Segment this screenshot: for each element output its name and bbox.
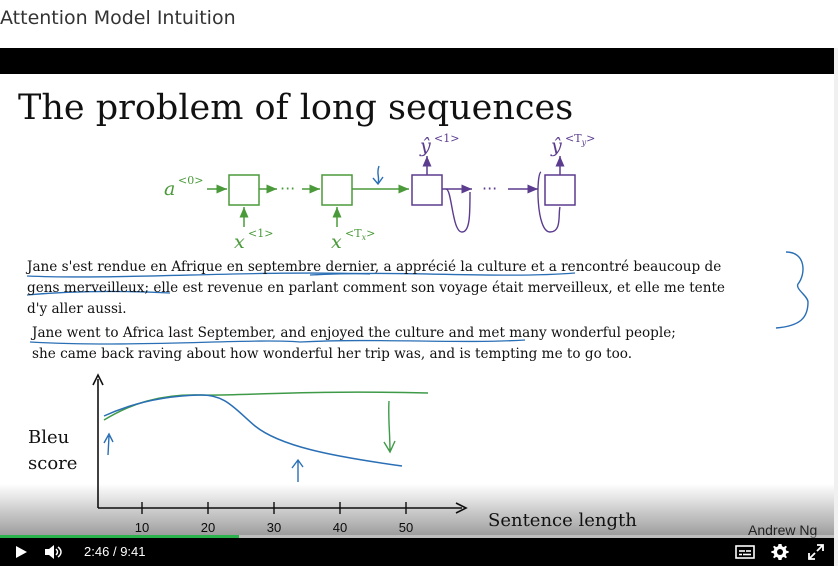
volume-button[interactable] xyxy=(40,538,66,566)
fullscreen-button[interactable] xyxy=(802,538,830,566)
x1-label: x xyxy=(234,231,245,253)
y1-label: ŷ xyxy=(419,135,431,157)
xT-sup-open: <T xyxy=(345,227,362,240)
ink-bracket xyxy=(775,251,809,329)
encoder-cell-2 xyxy=(321,174,353,206)
decoder-cell-1 xyxy=(411,174,443,206)
encoder-ellipsis: ··· xyxy=(280,179,295,198)
yT-sup-sub: y xyxy=(581,138,587,147)
chart-y-label-line2: score xyxy=(28,453,78,474)
settings-icon xyxy=(771,544,789,560)
french-paragraph: Jane s'est rendue en Afrique en septembr… xyxy=(27,257,807,320)
chart-tick: 40 xyxy=(325,520,355,535)
chart-y-label: Bleu score xyxy=(28,425,77,477)
blue-up-arrow-left xyxy=(103,432,114,456)
progress-bar[interactable] xyxy=(0,535,834,538)
green-down-arrow xyxy=(383,400,396,454)
blue-rnn-curve xyxy=(103,394,403,467)
header: Attention Model Intuition xyxy=(0,0,838,48)
svg-text:<Ty>: <Ty> xyxy=(565,132,595,147)
page-title: Attention Model Intuition xyxy=(0,7,236,29)
play-button[interactable] xyxy=(8,538,34,566)
blue-up-arrow-mid xyxy=(291,458,304,482)
x1-sup: <1> xyxy=(248,227,273,240)
yT-sup-close: > xyxy=(586,132,595,145)
decoder-cell-2 xyxy=(544,174,576,206)
encoder-cell-1 xyxy=(228,174,260,206)
ink-underline-fr-3 xyxy=(26,290,171,296)
a0-label: a xyxy=(164,178,175,200)
y1-sup: <1> xyxy=(434,132,459,145)
yT-sup-open: <T xyxy=(565,132,582,145)
a0-sup: <0> xyxy=(178,174,203,187)
current-time: 2:46 xyxy=(84,544,110,559)
french-line: Jane s'est rendue en Afrique en septembr… xyxy=(27,259,722,275)
video-letterbox xyxy=(0,48,834,74)
chart-y-label-line1: Bleu xyxy=(28,427,70,448)
chart-tick: 20 xyxy=(193,520,223,535)
time-display: 2:46 / 9:41 xyxy=(84,538,146,566)
ink-arrow-down xyxy=(372,165,384,186)
settings-button[interactable] xyxy=(767,538,793,566)
english-line: Jane went to Africa last September, and … xyxy=(32,325,676,341)
encoder-decoder-diagram: a <0> ··· x <1> x <Tx> ··· ŷ <1> ŷ <Ty> xyxy=(26,132,809,514)
chart-tick: 50 xyxy=(391,520,421,535)
ink-underline-fr-2 xyxy=(309,272,576,276)
progress-fill xyxy=(0,535,239,538)
french-line: gens merveilleux; elle est revenue en pa… xyxy=(27,280,725,296)
xT-sup-sub: x xyxy=(362,233,367,242)
player-controls: 2:46 / 9:41 xyxy=(0,538,834,566)
chart-tick: 10 xyxy=(127,520,157,535)
english-line: she came back raving about how wonderful… xyxy=(32,346,633,362)
chart-tick: 30 xyxy=(259,520,289,535)
volume-icon xyxy=(45,545,62,559)
english-paragraph: Jane went to Africa last September, and … xyxy=(32,323,792,365)
time-separator: / xyxy=(112,544,117,559)
chart-x-label: Sentence length xyxy=(488,510,637,531)
play-icon xyxy=(16,546,27,558)
decoder-ellipsis: ··· xyxy=(482,179,497,198)
video-frame[interactable]: The problem of long sequences a <0> ··· … xyxy=(0,74,834,544)
ink-underline-en-2 xyxy=(299,339,526,343)
green-attention-curve xyxy=(103,391,429,421)
xT-sup-close: > xyxy=(366,227,375,240)
slide-title: The problem of long sequences xyxy=(18,88,574,128)
captions-button[interactable] xyxy=(732,538,758,566)
fullscreen-icon xyxy=(808,544,824,560)
captions-icon xyxy=(735,545,755,559)
yT-label: ŷ xyxy=(550,135,562,157)
controls-gradient xyxy=(0,484,834,544)
duration: 9:41 xyxy=(120,544,146,559)
author-credit: Andrew Ng xyxy=(748,522,818,538)
svg-text:<Tx>: <Tx> xyxy=(345,227,375,242)
scrollbar-edge xyxy=(834,48,838,566)
xT-label: x xyxy=(331,231,342,253)
french-line: d'y aller aussi. xyxy=(27,301,127,317)
ink-underline-en-1 xyxy=(29,340,301,345)
ink-underline-fr-1 xyxy=(26,272,371,278)
